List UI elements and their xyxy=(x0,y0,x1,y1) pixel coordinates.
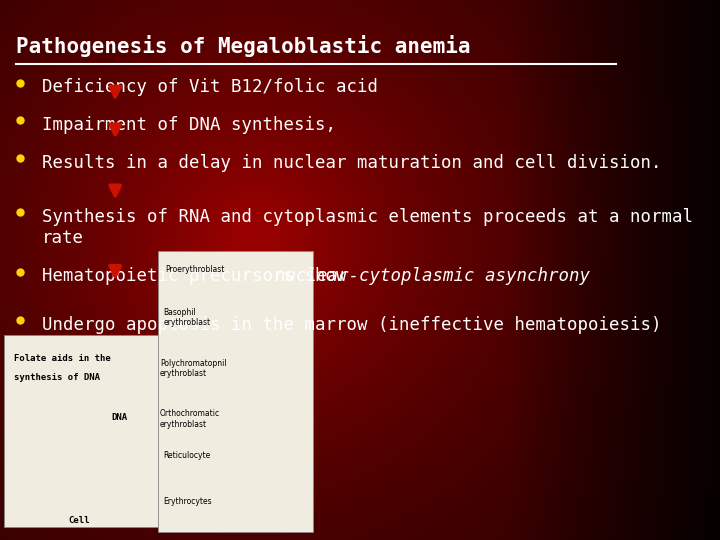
Bar xyxy=(158,251,313,532)
Text: Polychromatopnil
erythroblast: Polychromatopnil erythroblast xyxy=(160,359,227,379)
Text: Undergo apoptosis in the marrow (ineffective hematopoiesis): Undergo apoptosis in the marrow (ineffec… xyxy=(42,316,661,334)
Text: Synthesis of RNA and cytoplasmic elements proceeds at a normal
rate: Synthesis of RNA and cytoplasmic element… xyxy=(42,208,693,247)
Text: nuclear-cytoplasmic asynchrony: nuclear-cytoplasmic asynchrony xyxy=(275,267,590,285)
Text: DNA: DNA xyxy=(112,413,127,422)
Text: Impairment of DNA synthesis,: Impairment of DNA synthesis, xyxy=(42,116,336,134)
Text: Folate aids in the: Folate aids in the xyxy=(14,354,111,363)
Bar xyxy=(4,335,158,526)
Text: Hematopoietic precursors show: Hematopoietic precursors show xyxy=(42,267,357,285)
Text: Erythrocytes: Erythrocytes xyxy=(163,497,212,506)
Text: Deficiency of Vit B12/folic acid: Deficiency of Vit B12/folic acid xyxy=(42,78,378,96)
Text: Pathogenesis of Megaloblastic anemia: Pathogenesis of Megaloblastic anemia xyxy=(16,35,470,57)
Text: Basophil
erythroblast: Basophil erythroblast xyxy=(163,308,210,327)
Text: Results in a delay in nuclear maturation and cell division.: Results in a delay in nuclear maturation… xyxy=(42,154,661,172)
Text: Proerythroblast: Proerythroblast xyxy=(166,265,225,274)
Text: Cell: Cell xyxy=(68,516,90,525)
Text: synthesis of DNA: synthesis of DNA xyxy=(14,373,100,382)
Text: Orthochromatic
erythroblast: Orthochromatic erythroblast xyxy=(160,409,220,429)
Text: Reticulocyte: Reticulocyte xyxy=(163,451,211,460)
